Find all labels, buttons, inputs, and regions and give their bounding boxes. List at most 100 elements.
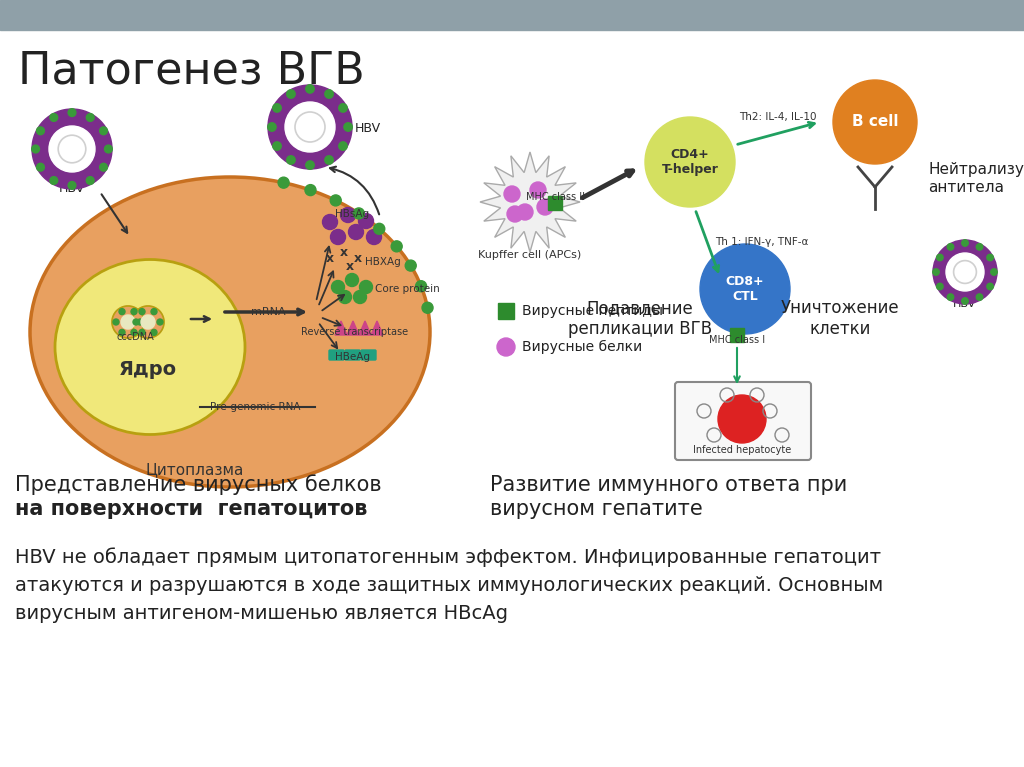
Circle shape xyxy=(416,281,427,291)
Circle shape xyxy=(987,254,993,261)
Text: CD8+
CTL: CD8+ CTL xyxy=(726,275,764,303)
Circle shape xyxy=(933,268,939,275)
Text: вирусным антигеном-мишенью является HBcAg: вирусным антигеном-мишенью является HBcA… xyxy=(15,604,508,623)
Circle shape xyxy=(353,208,365,219)
Text: на поверхности  гепатоцитов: на поверхности гепатоцитов xyxy=(15,499,368,519)
Text: Th 1: IFN-γ, TNF-α: Th 1: IFN-γ, TNF-α xyxy=(715,237,808,247)
Circle shape xyxy=(718,395,766,443)
Circle shape xyxy=(331,229,345,245)
Circle shape xyxy=(131,308,137,314)
Circle shape xyxy=(268,85,352,169)
Circle shape xyxy=(537,199,553,215)
Circle shape xyxy=(139,308,145,314)
FancyBboxPatch shape xyxy=(548,196,562,210)
Circle shape xyxy=(279,177,289,188)
Circle shape xyxy=(933,240,997,304)
Circle shape xyxy=(341,208,355,222)
Circle shape xyxy=(976,244,983,250)
Circle shape xyxy=(37,127,44,135)
Circle shape xyxy=(422,302,433,313)
Circle shape xyxy=(285,102,335,152)
Circle shape xyxy=(987,283,993,290)
Text: Pre-genomic RNA: Pre-genomic RNA xyxy=(210,402,300,412)
Text: mRNA: mRNA xyxy=(251,307,286,317)
Circle shape xyxy=(305,185,316,196)
Circle shape xyxy=(272,104,282,112)
Circle shape xyxy=(358,213,374,229)
Text: HBsAg: HBsAg xyxy=(335,209,369,219)
Circle shape xyxy=(137,319,143,325)
Text: Kupffer cell (APCs): Kupffer cell (APCs) xyxy=(478,250,582,260)
Circle shape xyxy=(504,186,520,202)
Text: x: x xyxy=(326,252,334,265)
Text: Подавление
репликации ВГВ: Подавление репликации ВГВ xyxy=(568,299,712,337)
Circle shape xyxy=(113,319,119,325)
Text: HBV не обладает прямым цитопатогенным эффектом. Инфицированные гепатоцит: HBV не обладает прямым цитопатогенным эф… xyxy=(15,548,881,567)
Circle shape xyxy=(272,142,282,150)
FancyBboxPatch shape xyxy=(730,328,744,342)
Text: HBXAg: HBXAg xyxy=(365,257,400,267)
Text: MHC class I: MHC class I xyxy=(709,335,765,345)
Text: HBV: HBV xyxy=(355,123,381,136)
Text: Представление вирусных белков: Представление вирусных белков xyxy=(15,474,382,495)
Circle shape xyxy=(49,126,95,172)
FancyBboxPatch shape xyxy=(675,382,811,460)
Circle shape xyxy=(99,127,108,135)
FancyBboxPatch shape xyxy=(498,303,514,319)
Circle shape xyxy=(112,306,144,338)
Circle shape xyxy=(517,204,534,220)
Circle shape xyxy=(947,244,953,250)
Circle shape xyxy=(86,114,94,121)
Circle shape xyxy=(50,114,57,121)
Circle shape xyxy=(353,291,367,304)
Circle shape xyxy=(132,306,164,338)
Text: x: x xyxy=(346,261,354,274)
Circle shape xyxy=(32,145,40,153)
Text: Развитие иммунного ответа при: Развитие иммунного ответа при xyxy=(490,475,847,495)
Circle shape xyxy=(325,156,333,164)
Circle shape xyxy=(530,182,546,198)
Ellipse shape xyxy=(30,177,430,487)
Text: B cell: B cell xyxy=(852,114,898,130)
Text: x: x xyxy=(340,246,348,259)
Circle shape xyxy=(133,319,139,325)
Text: антитела: антитела xyxy=(928,180,1004,195)
Circle shape xyxy=(339,104,347,112)
Circle shape xyxy=(391,241,402,252)
Text: x: x xyxy=(354,252,362,265)
Text: CD4+
T-helper: CD4+ T-helper xyxy=(662,148,719,176)
Circle shape xyxy=(69,182,76,189)
Text: HBV: HBV xyxy=(59,182,85,195)
Circle shape xyxy=(946,253,984,291)
Circle shape xyxy=(119,329,125,335)
Circle shape xyxy=(947,294,953,301)
Text: Core protein: Core protein xyxy=(375,284,439,294)
Circle shape xyxy=(119,308,125,314)
Text: HBeAg: HBeAg xyxy=(335,352,370,362)
Circle shape xyxy=(151,308,157,314)
Circle shape xyxy=(991,268,997,275)
Text: cccDNA: cccDNA xyxy=(116,332,154,342)
Text: вирусном гепатите: вирусном гепатите xyxy=(490,499,702,519)
FancyBboxPatch shape xyxy=(329,350,344,360)
Text: Патогенез ВГВ: Патогенез ВГВ xyxy=(18,49,365,92)
Circle shape xyxy=(131,329,137,335)
Circle shape xyxy=(86,176,94,184)
Text: Th2: IL-4, IL-10: Th2: IL-4, IL-10 xyxy=(739,112,817,122)
Circle shape xyxy=(359,281,373,294)
Circle shape xyxy=(344,123,352,131)
FancyBboxPatch shape xyxy=(361,350,376,360)
Circle shape xyxy=(69,109,76,117)
Circle shape xyxy=(267,123,276,131)
Bar xyxy=(0,0,1024,30)
Circle shape xyxy=(497,338,515,356)
Polygon shape xyxy=(335,321,347,335)
Text: Нейтрализующие: Нейтрализующие xyxy=(928,162,1024,177)
Circle shape xyxy=(937,283,943,290)
Circle shape xyxy=(976,294,983,301)
Text: Reverse transcriptase: Reverse transcriptase xyxy=(301,327,409,337)
Circle shape xyxy=(50,176,57,184)
FancyBboxPatch shape xyxy=(345,350,360,360)
Text: Infected hepatocyte: Infected hepatocyte xyxy=(693,445,792,455)
Text: Цитоплазма: Цитоплазма xyxy=(145,462,244,477)
